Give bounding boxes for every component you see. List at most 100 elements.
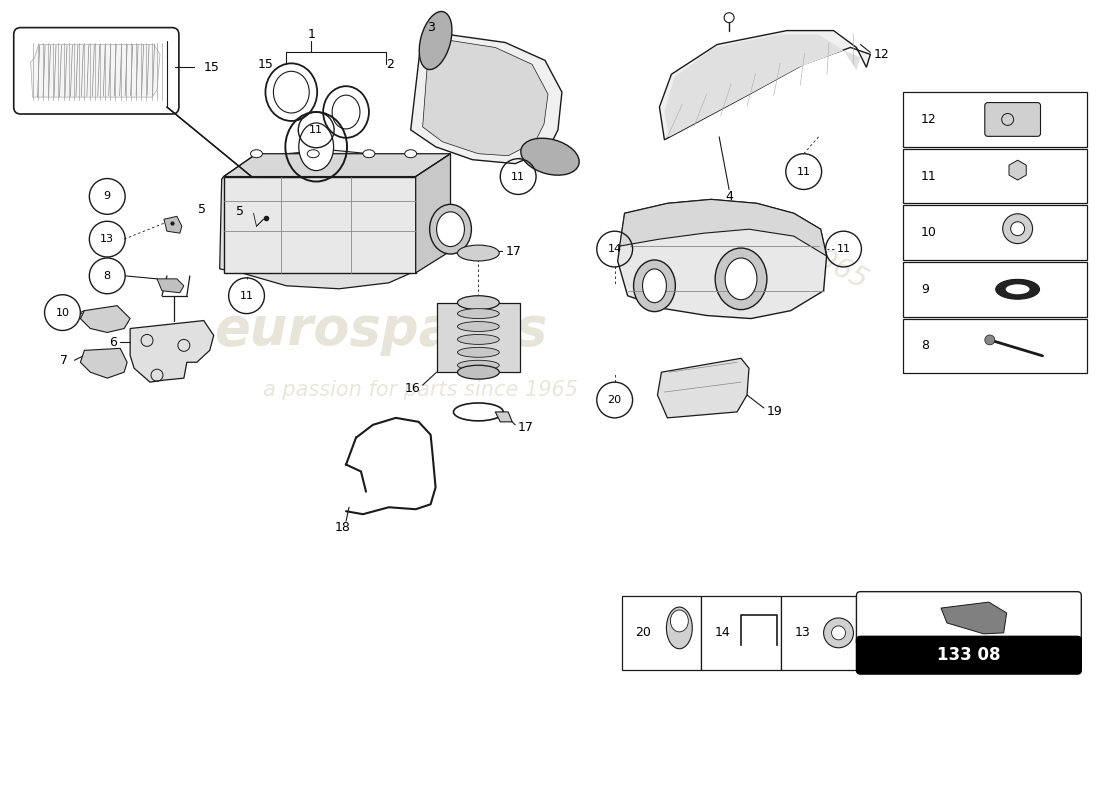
Polygon shape — [220, 171, 416, 289]
Text: 1: 1 — [307, 28, 315, 41]
Ellipse shape — [634, 260, 675, 312]
Text: 11: 11 — [309, 125, 323, 135]
Text: 9: 9 — [103, 191, 111, 202]
Text: 5: 5 — [198, 203, 206, 216]
Circle shape — [724, 13, 734, 22]
Ellipse shape — [458, 322, 499, 331]
Text: 14: 14 — [715, 626, 730, 639]
Text: 133 08: 133 08 — [937, 646, 1001, 664]
Polygon shape — [495, 412, 513, 422]
Polygon shape — [416, 154, 451, 273]
Polygon shape — [422, 41, 548, 156]
Text: 17: 17 — [505, 245, 521, 258]
Ellipse shape — [458, 296, 499, 310]
Ellipse shape — [715, 248, 767, 310]
Text: 3: 3 — [427, 21, 434, 34]
Ellipse shape — [520, 138, 580, 175]
Ellipse shape — [274, 71, 309, 113]
Text: 11: 11 — [921, 170, 937, 182]
Text: 12: 12 — [873, 48, 889, 61]
Ellipse shape — [299, 123, 333, 170]
Text: since 1965: since 1965 — [725, 198, 872, 294]
FancyBboxPatch shape — [903, 318, 1087, 373]
FancyBboxPatch shape — [781, 596, 860, 670]
Ellipse shape — [670, 610, 689, 632]
Ellipse shape — [832, 626, 846, 640]
Text: 6: 6 — [109, 336, 118, 349]
Polygon shape — [659, 30, 870, 140]
Text: eurospares: eurospares — [214, 305, 548, 357]
Ellipse shape — [1005, 284, 1030, 294]
Polygon shape — [940, 602, 1006, 634]
Ellipse shape — [363, 150, 375, 158]
Text: 2: 2 — [386, 58, 394, 71]
Text: 13: 13 — [100, 234, 114, 244]
Ellipse shape — [251, 150, 263, 158]
Polygon shape — [157, 279, 184, 293]
FancyBboxPatch shape — [903, 262, 1087, 317]
Text: 20: 20 — [607, 395, 621, 405]
Ellipse shape — [419, 11, 452, 70]
Text: 20: 20 — [636, 626, 651, 639]
Text: 10: 10 — [921, 226, 937, 239]
Ellipse shape — [332, 95, 360, 129]
FancyBboxPatch shape — [621, 596, 701, 670]
Ellipse shape — [405, 150, 417, 158]
Text: 19: 19 — [767, 406, 782, 418]
Polygon shape — [130, 321, 213, 382]
Text: 14: 14 — [607, 244, 621, 254]
Ellipse shape — [1003, 214, 1033, 243]
Text: 7: 7 — [60, 354, 68, 366]
Ellipse shape — [458, 347, 499, 358]
FancyBboxPatch shape — [13, 28, 179, 114]
Text: 11: 11 — [796, 166, 811, 177]
Text: 17: 17 — [518, 422, 534, 434]
Polygon shape — [164, 216, 182, 233]
Text: 11: 11 — [240, 290, 253, 301]
Text: 15: 15 — [257, 58, 274, 71]
FancyBboxPatch shape — [903, 92, 1087, 146]
Polygon shape — [31, 45, 160, 97]
Circle shape — [984, 335, 994, 345]
Polygon shape — [658, 358, 749, 418]
Text: 16: 16 — [405, 382, 420, 394]
Ellipse shape — [824, 618, 854, 648]
Polygon shape — [618, 199, 826, 318]
Text: 9: 9 — [921, 282, 929, 296]
Ellipse shape — [307, 150, 319, 158]
Ellipse shape — [458, 334, 499, 344]
Polygon shape — [222, 150, 416, 197]
Polygon shape — [437, 302, 520, 372]
Text: 11: 11 — [512, 171, 525, 182]
Ellipse shape — [725, 258, 757, 300]
Text: 13: 13 — [795, 626, 811, 639]
Ellipse shape — [458, 360, 499, 370]
Text: 10: 10 — [55, 308, 69, 318]
Ellipse shape — [458, 366, 499, 379]
Polygon shape — [80, 348, 128, 378]
Ellipse shape — [996, 279, 1040, 299]
Ellipse shape — [642, 269, 667, 302]
Polygon shape — [223, 177, 416, 273]
Ellipse shape — [458, 245, 499, 261]
Text: 11: 11 — [836, 244, 850, 254]
Ellipse shape — [437, 212, 464, 246]
Text: 8: 8 — [103, 271, 111, 281]
Ellipse shape — [1011, 222, 1024, 236]
FancyBboxPatch shape — [701, 596, 781, 670]
Polygon shape — [410, 34, 562, 164]
FancyBboxPatch shape — [857, 636, 1081, 674]
FancyBboxPatch shape — [903, 206, 1087, 260]
Text: 18: 18 — [336, 521, 351, 534]
Ellipse shape — [458, 309, 499, 318]
Text: 8: 8 — [921, 339, 929, 352]
Polygon shape — [80, 306, 130, 333]
Text: a passion for parts since 1965: a passion for parts since 1965 — [263, 380, 579, 400]
Polygon shape — [21, 34, 174, 107]
Text: 15: 15 — [204, 61, 220, 74]
Polygon shape — [664, 34, 860, 137]
Text: 12: 12 — [921, 113, 937, 126]
Text: 4: 4 — [725, 190, 733, 203]
FancyBboxPatch shape — [857, 592, 1081, 646]
Polygon shape — [223, 154, 451, 177]
